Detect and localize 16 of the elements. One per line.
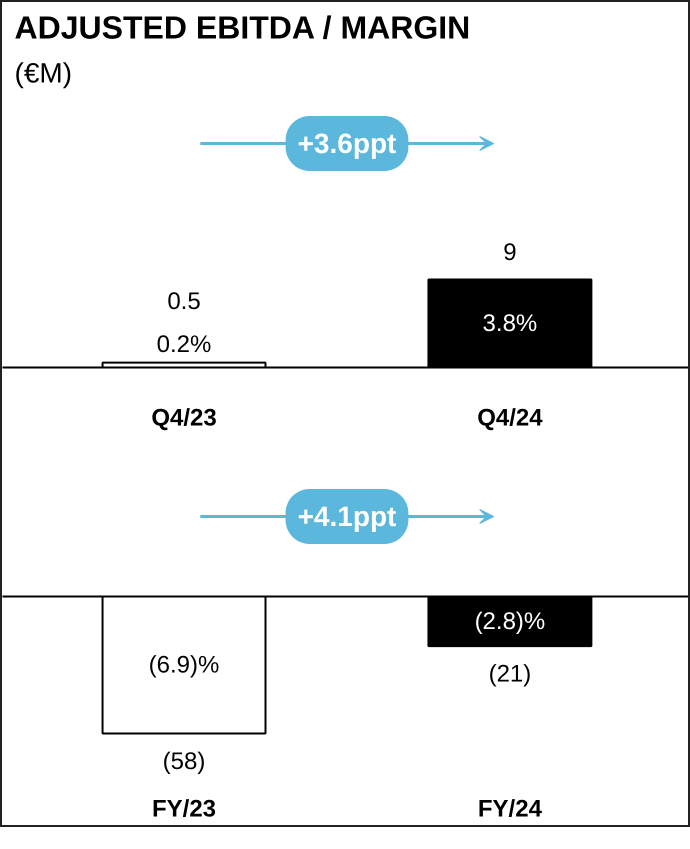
data-label: (58) [162,748,206,775]
x-tick-label: Q4/23 [151,404,217,432]
x-tick-label: Q4/24 [477,404,544,432]
data-label: (21) [488,660,532,688]
text: +4.1ppt [298,501,396,532]
data-label: 0.5 [167,288,201,316]
annotation: (2.8)% [474,608,546,635]
x-tick-label: FY/24 [478,796,543,822]
annotation: (6.9)% [148,652,220,678]
chart-title: ADJUSTED EBITDA / MARGIN [14,10,470,46]
text: +3.6ppt [298,128,396,159]
chart-subtitle: (€M) [14,58,72,88]
data-label: 9 [503,239,517,266]
x-tick-label: FY/23 [152,796,216,822]
annotation: 0.2% [156,331,212,358]
annotation: 3.8% [482,310,538,337]
